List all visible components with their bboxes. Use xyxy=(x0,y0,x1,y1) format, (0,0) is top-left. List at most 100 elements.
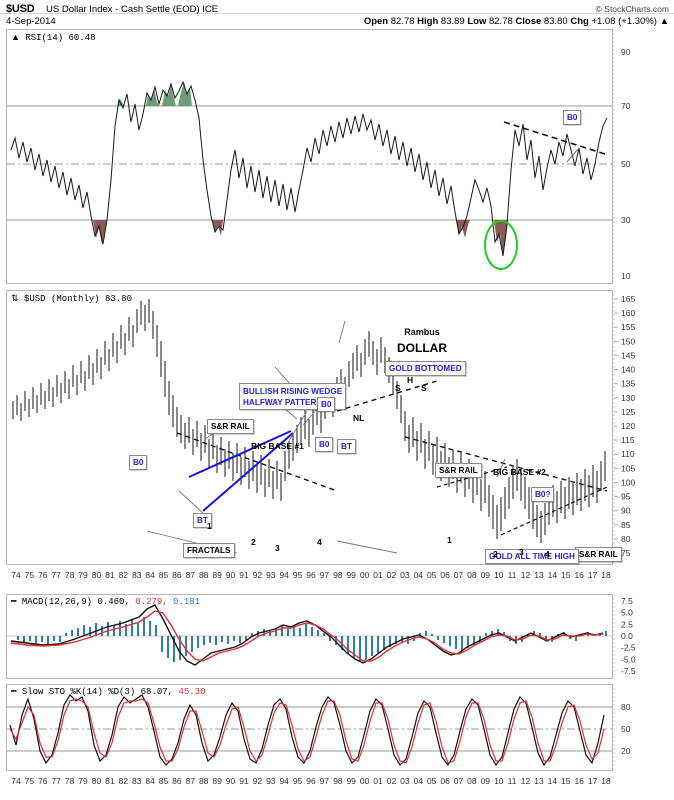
macd-indicator-label: ━ MACD(12,26,9) 0.460, 0.279, 0.181 xyxy=(11,596,200,607)
x-axis-bottom: 74 75 76 77 78 79 80 81 82 83 84 85 86 87 88 89 90 91 92 93… xyxy=(11,776,611,786)
x-tick-03: 03 xyxy=(400,570,410,580)
x-tick-87: 87 xyxy=(186,570,196,580)
price-legend-swatch-icon: ⇅ xyxy=(11,293,19,303)
right-shoulder-label: S xyxy=(421,383,427,393)
wave-number-base2-3: 3 xyxy=(519,547,524,557)
x-tick-98: 98 xyxy=(333,570,343,580)
x-tick-78: 78 xyxy=(65,570,75,580)
price-tick-105: 105 xyxy=(621,463,635,473)
breakout-callout-3: B0 xyxy=(129,455,148,470)
x-tick-86: 86 xyxy=(172,570,182,580)
header-divider xyxy=(0,13,674,14)
wave-number-base1-1: 1 xyxy=(207,521,212,531)
stoch-indicator-label: ━ Slow STO %K(14) %D(3) 68.07, 45.30 xyxy=(11,686,205,697)
low-label: Low xyxy=(467,16,487,27)
x-tick-16: 16 xyxy=(574,776,584,786)
rsi-line xyxy=(10,80,608,257)
price-tick-160: 160 xyxy=(621,308,635,318)
rsi-panel: ▲ RSI(14) 60.48 B0 xyxy=(6,29,613,284)
open-value: 82.78 xyxy=(390,16,415,27)
x-tick-15: 15 xyxy=(561,776,571,786)
quote-date: 4-Sep-2014 xyxy=(6,16,56,27)
close-label: Close xyxy=(515,16,542,27)
x-tick-88: 88 xyxy=(199,776,209,786)
macd-panel: ━ MACD(12,26,9) 0.460, 0.279, 0.181 xyxy=(6,594,613,679)
x-tick-15: 15 xyxy=(561,570,571,580)
stoch-tick-20: 20 xyxy=(621,746,631,756)
x-tick-12: 12 xyxy=(521,570,531,580)
x-tick-09: 09 xyxy=(481,776,491,786)
x-tick-10: 10 xyxy=(494,570,504,580)
x-tick-82: 82 xyxy=(119,570,129,580)
price-tick-85: 85 xyxy=(621,520,631,530)
neckline-label: NL xyxy=(353,413,365,423)
x-tick-01: 01 xyxy=(373,570,383,580)
macd-tick--2-5: -2.5 xyxy=(621,643,636,653)
x-tick-75: 75 xyxy=(25,776,35,786)
breakout-callout-2: B0 xyxy=(315,437,334,452)
macd-hist-value: 0.181 xyxy=(173,597,201,607)
chg-value: +1.08 (+1.30%) xyxy=(591,16,657,27)
left-shoulder-label: S xyxy=(395,383,401,393)
x-tick-79: 79 xyxy=(78,570,88,580)
price-label-text: $USD (Monthly) 83.80 xyxy=(23,294,132,304)
x-tick-93: 93 xyxy=(266,776,276,786)
x-tick-92: 92 xyxy=(253,776,263,786)
breakout-callout-1: B0 xyxy=(317,397,336,412)
rsi-plot xyxy=(7,80,612,270)
price-tick-150: 150 xyxy=(621,336,635,346)
price-tick-110: 110 xyxy=(621,449,635,459)
x-tick-92: 92 xyxy=(253,570,263,580)
rsi-tick-90: 90 xyxy=(621,47,631,57)
x-tick-84: 84 xyxy=(145,570,155,580)
stoch-tick-50: 50 xyxy=(621,724,631,734)
x-tick-81: 81 xyxy=(105,776,115,786)
rsi-tick-30: 30 xyxy=(621,215,631,225)
stoch-d-value: 45.30 xyxy=(178,687,206,697)
price-tick-95: 95 xyxy=(621,492,631,502)
price-tick-135: 135 xyxy=(621,379,635,389)
rsi-trendline xyxy=(503,121,606,155)
ohlc-quote-bar: Open 82.78 High 83.89 Low 82.78 Close 83… xyxy=(364,16,669,27)
x-tick-86: 86 xyxy=(172,776,182,786)
x-tick-78: 78 xyxy=(65,776,75,786)
macd-tick-2-5: 2.5 xyxy=(621,619,633,629)
chart-title-dollar: DOLLAR xyxy=(397,341,447,355)
wave-number-base2-4: 4 xyxy=(545,549,550,559)
stochastic-panel: ━ Slow STO %K(14) %D(3) 68.07, 45.30 xyxy=(6,684,613,771)
price-tick-125: 125 xyxy=(621,407,635,417)
chg-up-arrow-icon: ▲ xyxy=(659,16,669,27)
x-tick-96: 96 xyxy=(306,570,316,580)
wave-number-base2-2: 2 xyxy=(493,549,498,559)
x-tick-93: 93 xyxy=(266,570,276,580)
rsi-tick-70: 70 xyxy=(621,101,631,111)
sr-rail-callout-2: S&R RAIL xyxy=(435,463,482,478)
x-tick-09: 09 xyxy=(481,570,491,580)
x-tick-13: 13 xyxy=(534,776,544,786)
chg-label: Chg xyxy=(570,16,589,27)
gold-bottomed-callout: GOLD BOTTOMED xyxy=(385,361,466,376)
x-tick-75: 75 xyxy=(25,570,35,580)
stoch-label-text: Slow STO %K(14) %D(3) 68.07, xyxy=(21,687,174,697)
x-tick-88: 88 xyxy=(199,570,209,580)
symbol-description: US Dollar Index - Cash Settle (EOD) ICE xyxy=(46,4,219,15)
symbol-ticker: $USD xyxy=(6,3,35,15)
x-tick-03: 03 xyxy=(400,776,410,786)
rsi-tick-50: 50 xyxy=(621,159,631,169)
macd-y-axis: 7.5 5.02.5 0.0 -2.5-5.0 -7.5 xyxy=(613,594,636,679)
x-tick-99: 99 xyxy=(346,570,356,580)
x-tick-91: 91 xyxy=(239,570,249,580)
x-tick-98: 98 xyxy=(333,776,343,786)
macd-plot xyxy=(7,604,612,666)
wave-number-base1-4: 4 xyxy=(317,537,322,547)
x-tick-04: 04 xyxy=(414,570,424,580)
x-tick-00: 00 xyxy=(360,776,370,786)
high-label: High xyxy=(417,16,439,27)
x-tick-05: 05 xyxy=(427,570,437,580)
x-tick-02: 02 xyxy=(387,570,397,580)
rsi-indicator-label: ▲ RSI(14) 60.48 xyxy=(11,32,96,43)
stockcharts-credit: © StockCharts.com xyxy=(595,4,669,14)
price-tick-100: 100 xyxy=(621,477,635,487)
rsi-tick-10: 10 xyxy=(621,271,631,281)
x-tick-90: 90 xyxy=(226,570,236,580)
